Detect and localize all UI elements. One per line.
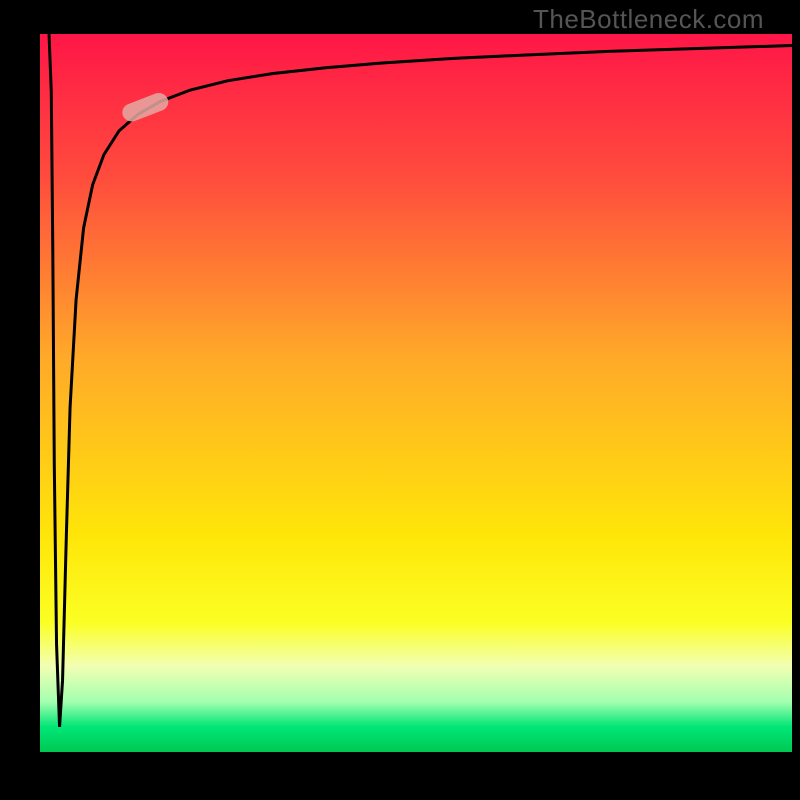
bottleneck-curve (49, 34, 792, 727)
chart-stage: TheBottleneck.com (0, 0, 800, 800)
bottleneck-curve-layer (40, 34, 792, 752)
highlight-marker-pill (120, 90, 172, 124)
plot-area (40, 34, 792, 752)
highlight-marker (120, 90, 172, 124)
watermark-text: TheBottleneck.com (533, 4, 764, 35)
